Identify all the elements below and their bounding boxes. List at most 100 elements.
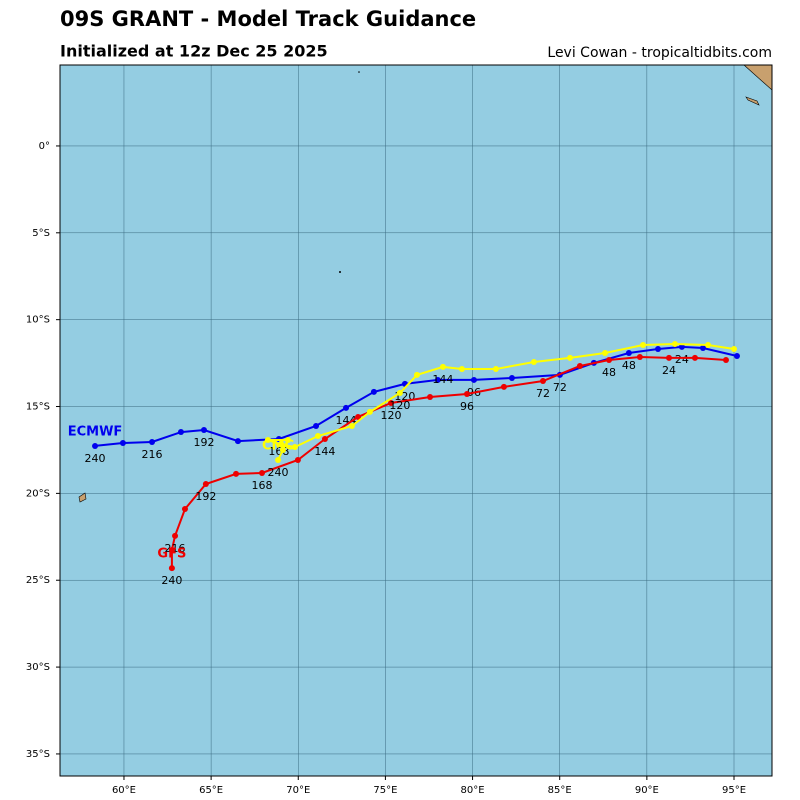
hour-label: 240 [161, 574, 182, 587]
track-point [602, 350, 609, 357]
hour-label: 144 [314, 445, 335, 458]
track-point [234, 438, 241, 445]
island [78, 492, 87, 503]
track-point [348, 422, 355, 429]
track-point [576, 363, 583, 370]
track-point [671, 340, 678, 347]
track-point [279, 446, 286, 453]
track-point [202, 480, 209, 487]
track-point [168, 547, 175, 554]
track-point [625, 350, 632, 357]
island [745, 96, 760, 106]
track-point [233, 470, 240, 477]
track-point [200, 426, 207, 433]
track-point [321, 436, 328, 443]
y-tick-label: 15°S [26, 402, 50, 413]
track-point [458, 365, 465, 372]
track-point [370, 388, 377, 395]
island [358, 71, 360, 73]
track-point [655, 346, 662, 353]
island [339, 271, 341, 273]
x-tick-label: 75°E [373, 785, 397, 796]
track-point [284, 437, 291, 444]
hour-label: 144 [432, 373, 453, 386]
track-point [434, 376, 441, 383]
hour-label: 120 [380, 409, 401, 422]
track-point [636, 354, 643, 361]
track-point [463, 391, 470, 398]
track-point [181, 506, 188, 513]
track-point [470, 376, 477, 383]
hour-label: 168 [252, 479, 273, 492]
track-point [366, 408, 373, 415]
hour-label: 216 [142, 448, 163, 461]
track-point [387, 400, 394, 407]
hour-label: 192 [193, 436, 214, 449]
frame [59, 64, 773, 777]
track-point [722, 356, 729, 363]
y-tick-label: 20°S [26, 488, 50, 499]
track-point [539, 377, 546, 384]
track-point [92, 442, 99, 449]
model-name: CMC [262, 439, 294, 454]
track-point [275, 457, 282, 464]
y-tick-label: 30°S [26, 662, 50, 673]
subtitle: Initialized at 12z Dec 25 2025 [60, 42, 328, 61]
track-point [705, 342, 712, 349]
track-point [119, 439, 126, 446]
track-point [172, 532, 179, 539]
track-point [264, 437, 271, 444]
track-point [665, 354, 672, 361]
credit: Levi Cowan - tropicaltidbits.com [547, 45, 772, 61]
ocean [60, 65, 772, 776]
track-point [733, 352, 740, 359]
hour-label: 72 [553, 381, 567, 394]
track-point [291, 443, 298, 450]
tracks: 24487296120144168192216240ECMWF244872961… [68, 340, 740, 587]
track-point [530, 359, 537, 366]
x-tick-label: 60°E [112, 785, 136, 796]
track-point [278, 441, 285, 448]
title: 09S GRANT - Model Track Guidance [60, 7, 476, 31]
hour-label: 240 [85, 452, 106, 465]
hour-label: 24 [675, 353, 689, 366]
track-point [699, 344, 706, 351]
x-tick-label: 80°E [461, 785, 485, 796]
hour-label: 120 [389, 399, 410, 412]
x-tick-label: 70°E [286, 785, 310, 796]
x-tick-label: 85°E [548, 785, 572, 796]
track-point [439, 363, 446, 370]
x-tick-label: 95°E [722, 785, 746, 796]
track-point [413, 371, 420, 378]
hour-label: 192 [195, 490, 216, 503]
hour-label: 48 [622, 359, 636, 372]
hour-label: 240 [268, 466, 289, 479]
y-tick-label: 10°S [26, 315, 50, 326]
y-tick-label: 25°S [26, 575, 50, 586]
track-point [314, 433, 321, 440]
track-point [500, 383, 507, 390]
y-tick-label: 5°S [32, 228, 50, 239]
x-tick-label: 90°E [635, 785, 659, 796]
track-point [294, 457, 301, 464]
track-point [396, 389, 403, 396]
x-tick-label: 65°E [199, 785, 223, 796]
grid [60, 65, 772, 776]
model-name: ECMWF [68, 424, 123, 439]
track-point [313, 422, 320, 429]
track-point [492, 365, 499, 372]
track-point [355, 413, 362, 420]
track-point [640, 342, 647, 349]
track-point [566, 354, 573, 361]
track-point [177, 429, 184, 436]
y-tick-label: 0° [39, 141, 50, 152]
hour-label: 48 [602, 366, 616, 379]
track-point [606, 356, 613, 363]
track-point [149, 438, 156, 445]
track-point [731, 346, 738, 353]
y-tick-label: 35°S [26, 749, 50, 760]
track-point [343, 404, 350, 411]
hour-label: 24 [662, 364, 676, 377]
hour-label: 72 [536, 387, 550, 400]
